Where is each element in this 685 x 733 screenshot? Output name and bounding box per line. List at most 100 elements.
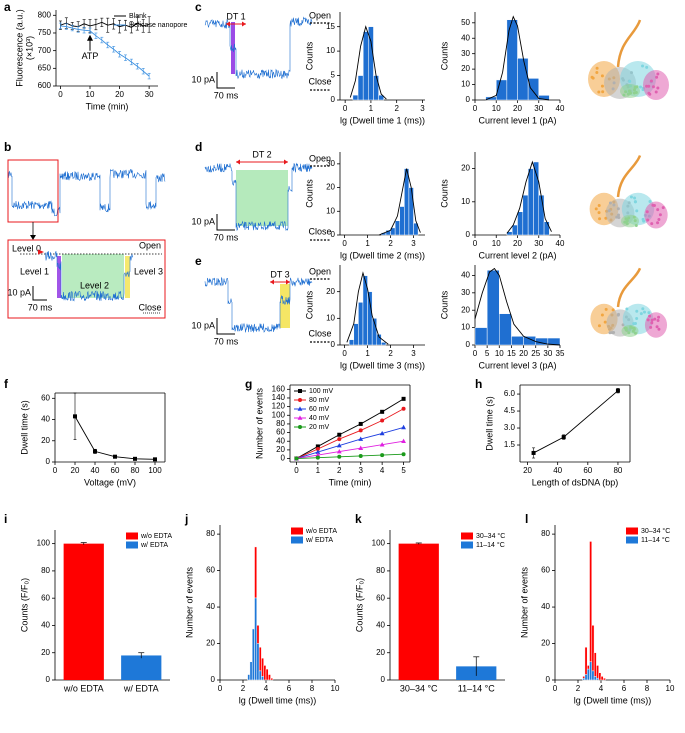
protein-texture <box>627 89 631 93</box>
protein-texture <box>595 70 599 74</box>
point <box>561 435 566 440</box>
y-tick-label: 20 <box>41 648 50 657</box>
x-tick-label: 25 <box>531 349 540 358</box>
level-label: Level 3 <box>134 266 163 276</box>
y-tick-label: 20 <box>461 64 470 73</box>
x-axis-label: Voltage (mV) <box>84 477 136 487</box>
y-tick-label: 20 <box>326 183 335 192</box>
level-1-region <box>57 256 61 298</box>
x-tick-label: 0 <box>343 104 348 113</box>
protein-texture <box>645 84 649 88</box>
x-scale-label: 70 ms <box>214 336 239 346</box>
current-trace <box>44 250 134 302</box>
level-3-region <box>125 256 130 298</box>
point <box>358 436 364 441</box>
legend-label: 30–34 °C <box>641 527 670 535</box>
x-axis-label: lg (Dwell time 3 (ms)) <box>340 360 425 370</box>
y-tick-label: 100 <box>372 539 386 548</box>
protein-texture <box>603 320 607 324</box>
dt-label: DT 2 <box>252 149 271 159</box>
panel-label: e <box>195 254 202 268</box>
histogram-bar <box>381 342 387 346</box>
protein-texture <box>629 195 633 199</box>
legend-label: w/ EDTA <box>305 537 333 544</box>
arrow-head <box>38 249 44 255</box>
protein-texture <box>625 222 629 226</box>
protein-texture <box>641 307 645 311</box>
protein-texture <box>612 81 616 85</box>
legend-swatch <box>126 532 138 540</box>
legend-swatch <box>291 536 303 544</box>
histogram-bar <box>600 676 604 681</box>
y-tick-label: 40 <box>276 436 285 445</box>
y-tick-label: 100 <box>37 539 51 548</box>
x-tick-label: 80 <box>613 466 622 475</box>
protein-texture <box>649 79 653 83</box>
y-tick-label: 30 <box>461 288 470 297</box>
histogram-bar <box>474 327 488 346</box>
y-axis-label: Counts <box>304 179 314 208</box>
protein-texture <box>656 221 660 225</box>
histogram-bar <box>348 339 355 346</box>
point <box>379 430 385 436</box>
y-tick-label: 0 <box>381 675 386 684</box>
protein-texture <box>632 88 636 92</box>
histogram-bar <box>263 665 267 681</box>
protein-texture <box>635 85 639 89</box>
point <box>298 389 302 393</box>
x-tick-label: 0 <box>53 466 58 475</box>
x-tick-label: 20 <box>115 90 124 99</box>
protein-texture <box>648 314 652 318</box>
panel-label: i <box>4 512 7 526</box>
legend-label: 11–14 °C <box>641 536 670 544</box>
y-axis-label: (×10³) <box>24 36 34 60</box>
x-tick-label: 30–34 °C <box>400 683 438 693</box>
x-tick-label: 2 <box>337 466 342 475</box>
y-tick-label: 0 <box>211 675 216 684</box>
point <box>401 424 406 430</box>
y-tick-label: 20 <box>376 648 385 657</box>
histogram-bar <box>368 26 374 101</box>
histogram-bar <box>591 670 595 681</box>
dt-label: DT 3 <box>270 269 289 279</box>
protein-texture <box>617 213 621 217</box>
x-tick-label: 2 <box>394 104 399 113</box>
histogram-bar <box>538 95 550 101</box>
x-tick-label: 40 <box>556 239 565 248</box>
y-tick-label: 60 <box>41 593 50 602</box>
protein-texture <box>655 75 659 79</box>
y-tick-label: 20 <box>461 164 470 173</box>
x-tick-label: 35 <box>556 349 565 358</box>
protein-texture <box>632 91 636 95</box>
y-axis-label: Number of events <box>519 566 529 638</box>
y-tick-label: 50 <box>461 18 470 27</box>
protein-texture <box>608 201 612 205</box>
series-line <box>296 426 404 459</box>
histogram-bar <box>247 674 251 681</box>
series-line <box>296 408 404 459</box>
histogram-bar <box>367 291 373 346</box>
y-scale-label: 10 pA <box>191 320 215 330</box>
histogram-bar <box>486 269 500 346</box>
point <box>297 406 303 411</box>
histogram-bar <box>582 677 586 681</box>
x-tick-label: 3 <box>358 466 363 475</box>
level-2-region <box>62 254 124 298</box>
y-tick-label: 30 <box>326 159 335 168</box>
x-tick-label: 30 <box>145 90 154 99</box>
point <box>380 409 385 414</box>
y-axis-label: Counts <box>304 290 314 319</box>
protein-texture <box>628 79 632 83</box>
point <box>615 388 620 393</box>
y-axis-label: Dwell time (s) <box>484 396 494 451</box>
histogram-bar <box>593 652 597 681</box>
protein-texture <box>635 309 639 313</box>
protein-texture <box>633 331 637 335</box>
y-tick-label: 0 <box>281 454 286 463</box>
x-tick-label: 4 <box>599 684 604 693</box>
y-tick-label: 80 <box>276 419 285 428</box>
protein-texture <box>629 325 633 329</box>
legend-swatch <box>291 527 303 535</box>
histogram-bar <box>527 78 539 101</box>
y-tick-label: 4.5 <box>504 406 516 415</box>
